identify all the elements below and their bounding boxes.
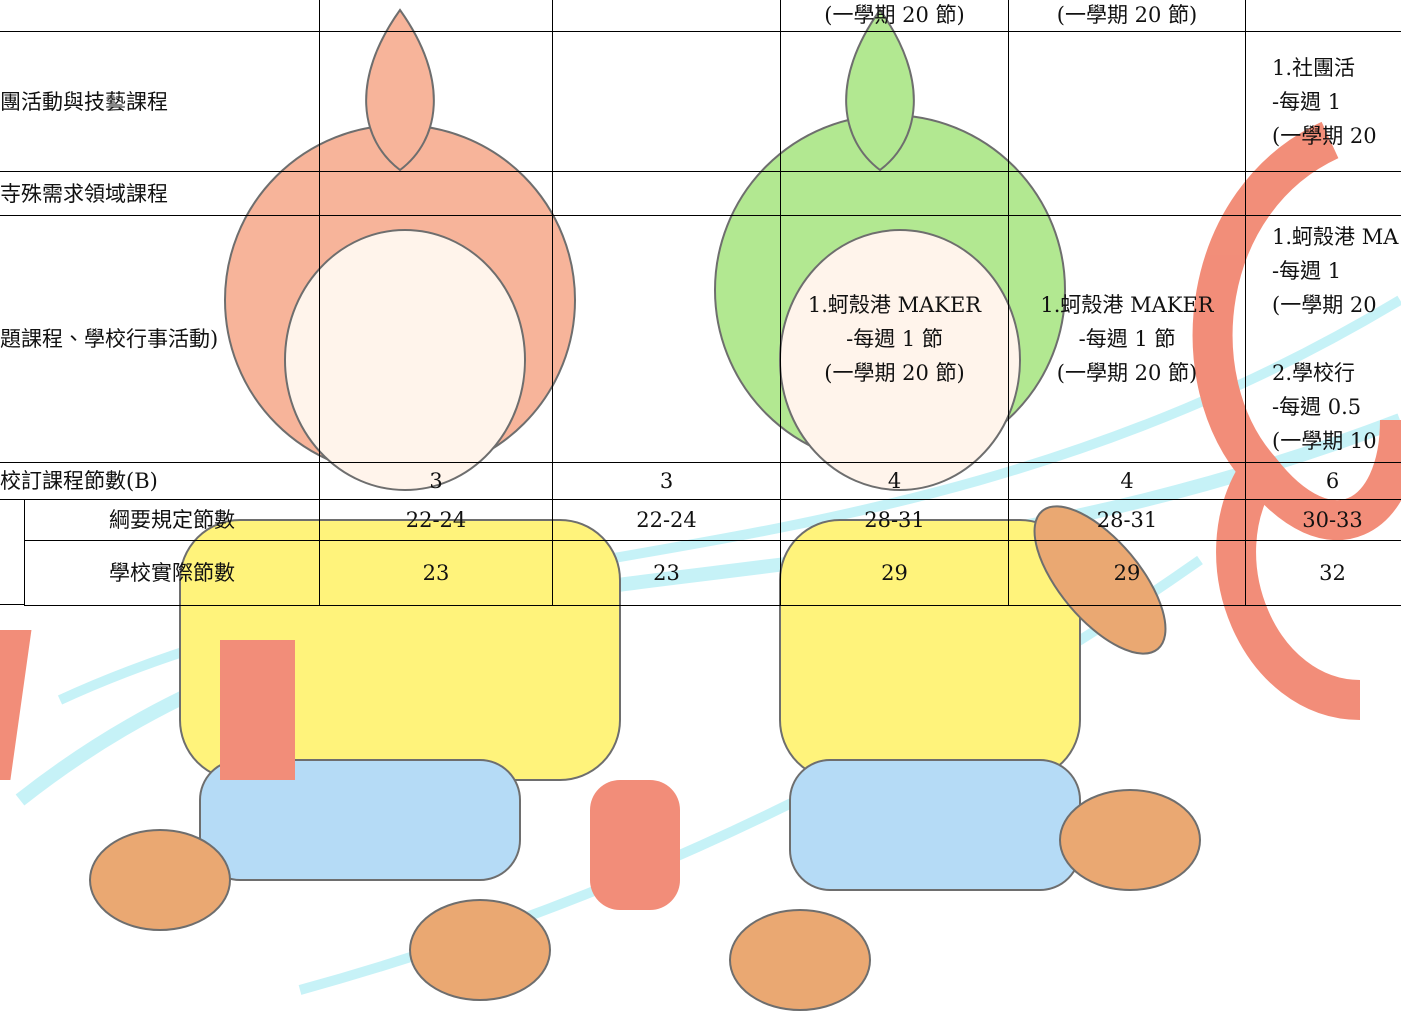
row-label: 團活動與技藝課程 [0,31,320,172]
cell-text: -每週 1 節 [846,327,943,351]
table-cell [1008,31,1246,172]
table-cell: 29 [780,540,1009,606]
table-cell: 30-33 [1245,499,1401,541]
table-cell: 1.蚵殼港 MAKER -每週 1 節 (一學期 20 節) [1008,215,1246,463]
row-label: 校訂課程節數(B) [0,462,320,500]
table-cell [319,215,553,463]
cell-text: 學校實際節數 [109,561,235,585]
cell-text: 32 [1319,561,1346,585]
cell-text: 題課程、學校行事活動) [0,327,219,351]
row-label: 學校實際節數 [24,540,320,606]
cell-text: -每週 1 [1272,89,1342,114]
table-cell: 4 [780,462,1009,500]
cell-text: -每週 1 節 [1078,327,1176,351]
table-cell: 32 [1245,540,1401,606]
table-cell [552,0,781,32]
table-cell [1245,171,1401,216]
cell-text: 1.蚵殼港 MA [1272,225,1399,249]
table-cell [319,31,553,172]
table-cell [1245,0,1401,32]
cell-text: 3 [659,469,674,493]
cell-text: 29 [1113,561,1141,585]
cell-text: -每週 0.5 [1272,395,1362,419]
cell-text: (一學期 20 [1272,123,1377,148]
cell-text: 30-33 [1302,508,1363,532]
table-cell: (一學期 20 節) [1008,0,1246,32]
table-cell [319,171,553,216]
cell-text: 1.蚵殼港 MAKER [1040,293,1214,317]
cell-text: 23 [422,561,450,585]
cell-text: 29 [881,561,908,585]
row-label [0,0,320,32]
cell-text: 3 [429,469,443,493]
cell-text: 28-31 [1096,508,1158,532]
table-cell: 3 [319,462,553,500]
table-cell: 1.社團活 -每週 1 (一學期 20 [1245,31,1401,172]
table-cell [552,31,781,172]
cell-text: (一學期 20 [1272,293,1377,317]
table-cell: 1.蚵殼港 MA -每週 1 (一學期 20 2.學校行 -每週 0.5 (一學期 10 [1245,215,1401,463]
cell-text: 寺殊需求領域課程 [0,181,168,206]
cell-text: (一學期 20 節) [1056,3,1198,27]
cell-text: -每週 1 [1272,259,1342,283]
table-cell: 28-31 [1008,499,1246,541]
cell-text: 團活動與技藝課程 [0,89,168,114]
table-cell [319,0,553,32]
cell-text: 4 [887,469,902,493]
cell-text: 28-31 [864,508,925,532]
row-label: 題課程、學校行事活動) [0,215,320,463]
cell-text: (一學期 20 節) [1056,361,1198,385]
table-cell: 23 [319,540,553,606]
cell-text: 綱要規定節數 [109,508,235,532]
cell-text: 4 [1120,469,1134,493]
cell-text: (一學期 20 節) [824,361,965,385]
row-label: 綱要規定節數 [24,499,320,541]
cell-text: 22-24 [636,508,697,532]
table-cell [1008,171,1246,216]
table-cell: 6 [1245,462,1401,500]
table-cell: 1.蚵殼港 MAKER -每週 1 節 (一學期 20 節) [780,215,1009,463]
table-cell: 22-24 [552,499,781,541]
cell-text: 23 [653,561,680,585]
cell-text: 6 [1325,469,1340,493]
cell-text: (一學期 20 節) [824,3,965,27]
cell-text: 22-24 [405,508,467,532]
table-cell [780,31,1009,172]
table-cell: 29 [1008,540,1246,606]
table-cell: (一學期 20 節) [780,0,1009,32]
table-cell: 3 [552,462,781,500]
table-cell: 23 [552,540,781,606]
cell-text: 2.學校行 [1272,361,1356,385]
cell-text: (一學期 10 [1272,429,1377,453]
cell-text: 1.社團活 [1272,55,1356,80]
row-label: 寺殊需求領域課程 [0,171,320,216]
table-cell [780,171,1009,216]
table-cell: 28-31 [780,499,1009,541]
cell-text: 1.蚵殼港 MAKER [807,293,982,317]
table-cell [552,171,781,216]
table-cell: 22-24 [319,499,553,541]
table-cell [552,215,781,463]
cell-text: 校訂課程節數(B) [0,469,158,493]
merged-cell [0,499,25,605]
table-cell: 4 [1008,462,1246,500]
